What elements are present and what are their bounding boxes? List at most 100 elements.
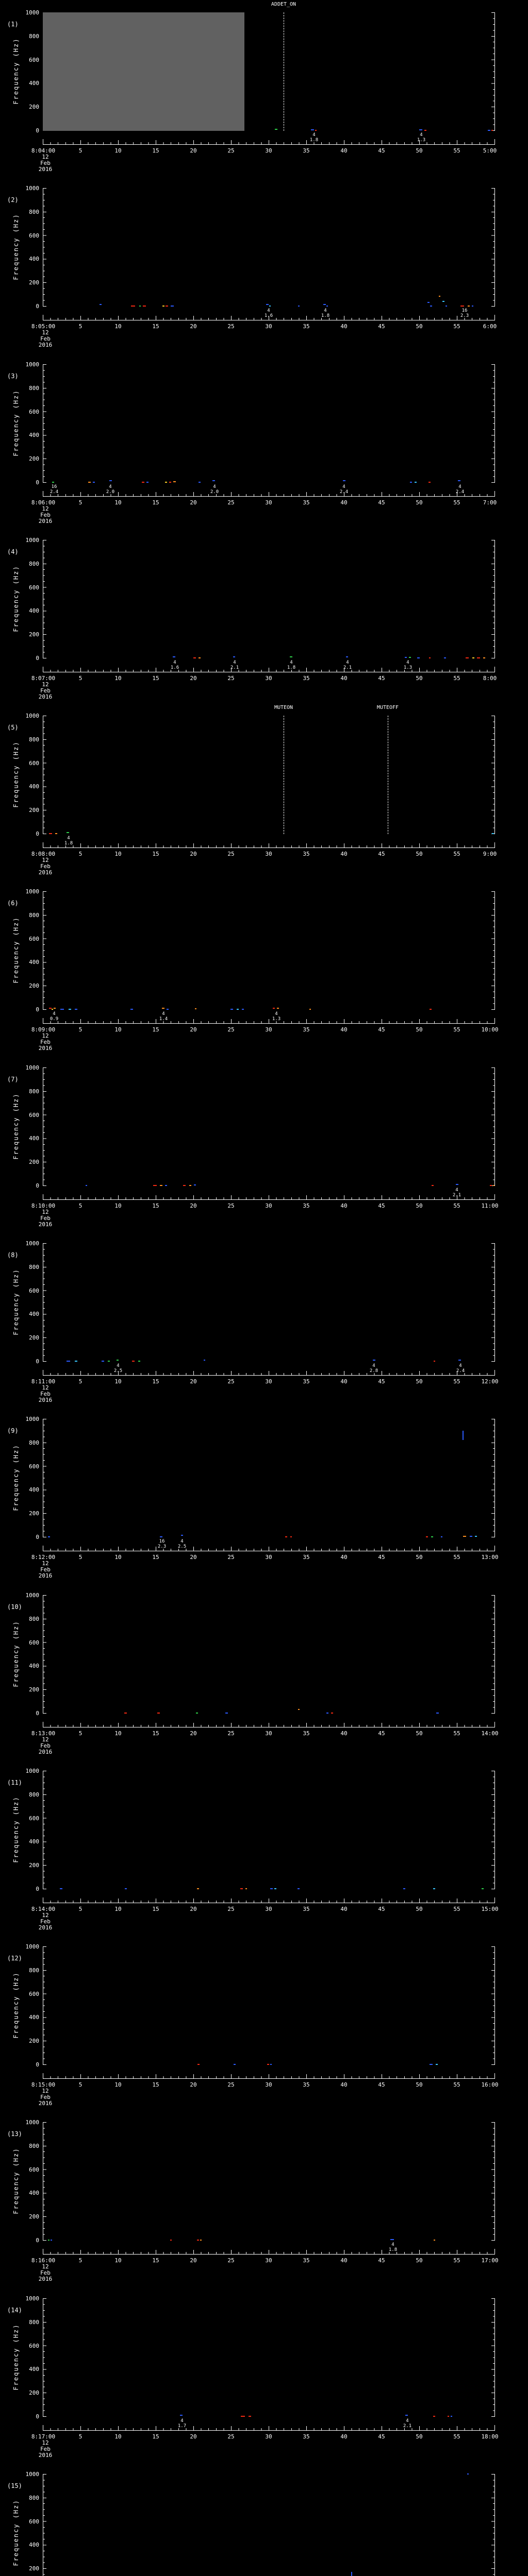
event-count: 4 — [346, 660, 349, 665]
y-tick-label: 200 — [29, 1686, 39, 1693]
detection-mark — [441, 1536, 442, 1537]
x-tick-label: 40 — [340, 323, 348, 330]
detection-mark — [51, 2240, 52, 2241]
y-tick-label: 600 — [29, 1112, 39, 1118]
y-tick-label: 1000 — [25, 1416, 40, 1422]
spectrogram-panel: (15) Frequency (Hz) 8:18:00 19:00 12Feb2… — [0, 2462, 528, 2576]
x-end-label: 14:00 — [481, 1730, 499, 1737]
detection-mark — [430, 1009, 432, 1010]
detection-mark — [67, 832, 69, 833]
detection-mark — [49, 833, 52, 834]
detection-mark — [157, 1713, 160, 1714]
event-label: 4 2.1 — [226, 660, 243, 670]
panel-index: (3) — [7, 372, 19, 380]
detection-mark — [124, 1713, 127, 1714]
x-tick-label: 55 — [453, 323, 460, 330]
detection-mark — [434, 2240, 435, 2241]
y-tick-label: 600 — [29, 409, 39, 415]
x-tick-label: 25 — [227, 2257, 235, 2264]
x-tick-label: 45 — [378, 851, 385, 857]
event-label: 16 2.3 — [456, 308, 473, 318]
y-tick-label: 600 — [29, 2343, 39, 2349]
detection-mark — [143, 306, 146, 307]
date-line: Feb — [40, 863, 51, 870]
date-line: Feb — [40, 2094, 51, 2100]
right-axis-line — [494, 364, 495, 483]
detection-mark — [109, 480, 112, 481]
y-tick-label: 1000 — [25, 2471, 40, 2478]
x-axis-right-end-tick — [494, 2249, 495, 2254]
detection-mark — [428, 482, 431, 483]
y-tick-label: 800 — [29, 912, 39, 919]
date-line: 12 — [42, 1032, 49, 1039]
x-axis-line — [43, 1023, 495, 1024]
detection-mark — [199, 657, 201, 658]
x-tick-label: 50 — [416, 2433, 423, 2440]
detection-mark — [245, 1888, 247, 1889]
y-tick-label: 400 — [29, 1838, 39, 1845]
detection-mark — [165, 482, 167, 483]
detection-mark — [492, 833, 494, 834]
spectrogram-panel: (6) Frequency (Hz) 8:09:00 10:00 12 Feb 20… — [0, 879, 528, 1055]
detection-mark — [139, 306, 141, 307]
y-tick-label: 1000 — [25, 1768, 40, 1774]
event-label: 4 1.4 — [155, 1011, 172, 1022]
event-magnitude: 1.3 — [272, 1016, 281, 1022]
event-label: 16 2.4 — [45, 484, 63, 495]
panel-index: (6) — [7, 900, 19, 907]
detection-mark — [274, 1888, 276, 1889]
detection-mark — [52, 1009, 53, 1010]
spectrogram-panel: (13) Frequency (Hz) 8:16:00 17:00 12 Feb 2… — [0, 2110, 528, 2285]
date-line: 12 — [42, 1209, 49, 1215]
x-tick-label: 40 — [340, 2257, 348, 2264]
x-tick-label: 50 — [416, 147, 423, 154]
detection-mark — [100, 304, 102, 305]
y-axis-major-ticks — [43, 364, 46, 483]
event-magnitude: 2.4 — [339, 489, 349, 495]
detection-mark — [48, 2240, 50, 2241]
date-line: 2016 — [38, 342, 53, 348]
detection-mark — [290, 656, 292, 657]
date-line: Feb — [40, 1918, 51, 1925]
event-magnitude: 1.8 — [64, 841, 73, 846]
x-tick-label: 30 — [265, 1554, 272, 1561]
x-tick-label: 55 — [453, 2081, 460, 2088]
right-axis-line — [494, 1771, 495, 1889]
y-tick-label: 200 — [29, 455, 39, 462]
detection-mark — [472, 657, 474, 658]
x-tick-label: 45 — [378, 499, 385, 506]
x-tick-label: 30 — [265, 1202, 272, 1209]
x-axis-right-end-tick — [494, 139, 495, 144]
date-line: 2016 — [38, 518, 53, 524]
detection-mark — [410, 482, 412, 483]
x-tick-label: 35 — [303, 1730, 310, 1737]
detection-mark — [241, 2416, 245, 2417]
x-tick-label: 40 — [340, 2081, 348, 2088]
right-axis-major-ticks — [491, 891, 494, 1010]
detection-mark — [433, 2416, 435, 2417]
detection-mark — [468, 306, 470, 307]
event-count: 4 — [109, 484, 112, 489]
x-axis-line — [43, 144, 495, 145]
x-tick-label: 20 — [190, 1202, 197, 1209]
detection-mark — [162, 1008, 164, 1009]
y-tick-label: 200 — [29, 2213, 39, 2220]
y-tick-label: 600 — [29, 232, 39, 239]
y-tick-label: 400 — [29, 2190, 39, 2196]
x-tick-label: 25 — [227, 1906, 235, 1912]
spectrogram-panel: (10) Frequency (Hz) 8:13:00 14:00 12 Feb 2… — [0, 1583, 528, 1758]
detection-mark — [125, 1888, 127, 1889]
panel-index: (8) — [7, 1251, 19, 1259]
detection-mark — [458, 1360, 461, 1361]
x-end-label: 13:00 — [481, 1554, 499, 1561]
y-tick-label: 0 — [36, 1886, 39, 1892]
y-axis-title: Frequency (Hz) — [12, 389, 20, 456]
y-axis-title: Frequency (Hz) — [12, 213, 20, 280]
y-tick-label: 800 — [29, 2319, 39, 2326]
x-tick-label: 35 — [303, 2257, 310, 2264]
y-tick-label: 1000 — [25, 185, 40, 192]
x-tick-label: 30 — [265, 1378, 272, 1385]
x-axis-major-ticks — [43, 1019, 495, 1023]
x-tick-label: 15 — [152, 2257, 159, 2264]
event-count: 4 — [233, 660, 236, 665]
